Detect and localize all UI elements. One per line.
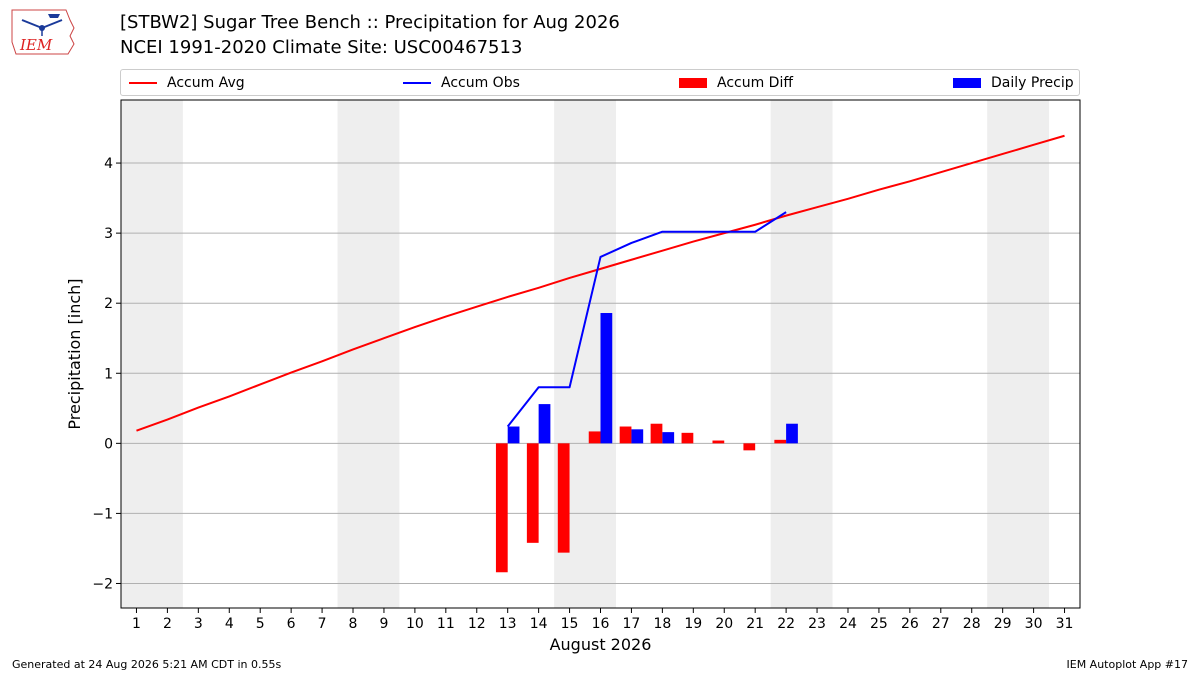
x-tick-label: 26 [901, 616, 919, 632]
x-tick-label: 15 [561, 616, 579, 632]
y-tick-label: 4 [104, 156, 113, 172]
accum-obs-line [506, 211, 787, 428]
x-tick-label: 28 [963, 616, 981, 632]
x-tick-label: 5 [256, 616, 265, 632]
legend-item-accum-avg: Accum Avg [129, 70, 245, 95]
accum-diff-bar [557, 443, 570, 553]
y-tick-label: −2 [92, 576, 113, 592]
legend-label: Accum Avg [167, 74, 245, 91]
x-tick-label: 7 [318, 616, 327, 632]
logo-text: IEM [19, 36, 53, 54]
legend-swatch [403, 81, 431, 84]
x-tick-label: 17 [623, 616, 641, 632]
weekend-shade [770, 100, 833, 608]
legend-item-daily-precip: Daily Precip [953, 70, 1074, 95]
x-tick-label: 18 [653, 616, 671, 632]
x-tick-label: 31 [1056, 616, 1074, 632]
weekend-shade [121, 100, 183, 608]
x-tick-label: 30 [1025, 616, 1043, 632]
x-tick-label: 8 [349, 616, 358, 632]
legend-swatch [679, 77, 707, 88]
legend-item-accum-obs: Accum Obs [403, 70, 520, 95]
accum-diff-bar [526, 443, 539, 543]
x-tick-label: 2 [163, 616, 172, 632]
footer-generated: Generated at 24 Aug 2026 5:21 AM CDT in … [12, 658, 282, 671]
x-tick-label: 3 [194, 616, 203, 632]
x-tick-label: 16 [592, 616, 610, 632]
accum-diff-bar [743, 443, 756, 451]
legend-label: Accum Diff [717, 74, 794, 91]
x-tick-label: 25 [870, 616, 888, 632]
daily-precip-bar [631, 429, 644, 444]
x-tick-label: 29 [994, 616, 1012, 632]
accum-diff-bar [774, 439, 787, 444]
accum-diff-bar [712, 440, 725, 444]
daily-precip-bar [507, 426, 520, 444]
x-tick-label: 13 [499, 616, 517, 632]
legend-item-accum-diff: Accum Diff [679, 70, 793, 95]
accum-diff-bar [588, 431, 601, 444]
daily-precip-bar [600, 313, 613, 444]
legend-label: Daily Precip [991, 74, 1074, 91]
x-tick-label: 1 [132, 616, 141, 632]
legend-swatch [953, 77, 981, 88]
x-tick-label: 19 [684, 616, 702, 632]
chart-title: [STBW2] Sugar Tree Bench :: Precipitatio… [120, 12, 620, 33]
x-axis-label: August 2026 [550, 635, 652, 654]
y-tick-label: −1 [92, 506, 113, 522]
accum-diff-bar [495, 443, 508, 573]
x-tick-label: 6 [287, 616, 296, 632]
legend: Accum Avg Accum Obs Accum Diff Daily Pre… [120, 69, 1080, 96]
daily-precip-bar [662, 432, 675, 444]
accum-diff-bar [681, 432, 694, 444]
x-tick-label: 23 [808, 616, 826, 632]
iem-logo: IEM [8, 6, 80, 58]
y-tick-label: 3 [104, 226, 113, 242]
daily-precip-bar [538, 404, 551, 444]
x-tick-label: 12 [468, 616, 486, 632]
x-tick-label: 14 [530, 616, 548, 632]
accum-diff-bar [650, 423, 663, 444]
legend-label: Accum Obs [441, 74, 520, 91]
x-tick-label: 10 [406, 616, 424, 632]
y-axis-label: Precipitation [inch] [65, 278, 84, 429]
accum-diff-bar [619, 426, 632, 444]
x-tick-label: 24 [839, 616, 857, 632]
x-tick-label: 21 [746, 616, 764, 632]
daily-precip-bar [786, 423, 798, 444]
legend-swatch [129, 81, 157, 84]
x-tick-label: 11 [437, 616, 455, 632]
x-tick-label: 4 [225, 616, 234, 632]
y-tick-label: 2 [104, 296, 113, 312]
x-tick-label: 27 [932, 616, 950, 632]
y-tick-label: 1 [104, 366, 113, 382]
y-tick-label: 0 [104, 436, 113, 452]
chart-subtitle: NCEI 1991-2020 Climate Site: USC00467513 [120, 37, 523, 58]
footer-app-id: IEM Autoplot App #17 [1066, 658, 1189, 671]
x-tick-label: 22 [777, 616, 795, 632]
weekend-shade [987, 100, 1050, 608]
accum-avg-line [136, 134, 1065, 432]
weekend-shade [337, 100, 400, 608]
x-tick-label: 9 [379, 616, 388, 632]
x-tick-label: 20 [715, 616, 733, 632]
